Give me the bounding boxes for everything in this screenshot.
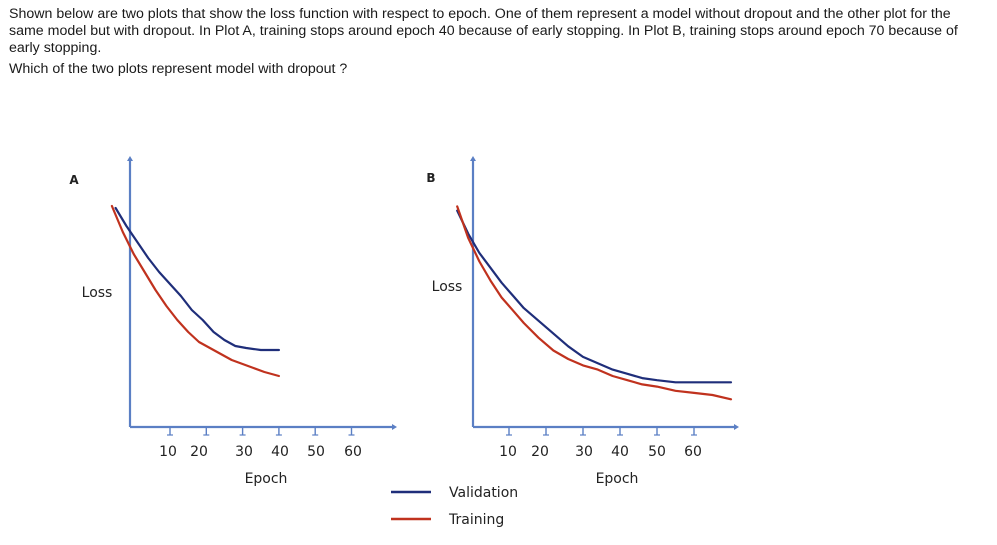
plot-b-tick-label: 10 (499, 444, 517, 460)
plot-b-validation-line (456, 209, 733, 384)
question-paragraph: Shown below are two plots that show the … (9, 6, 958, 56)
plot-a-tick-label: 50 (307, 444, 325, 460)
plot-a-y-axis-arrow (127, 156, 133, 161)
legend-training-label: Training (448, 512, 504, 528)
plot-b-tick-label: 30 (575, 444, 593, 460)
plot-a-tick-label: 20 (190, 444, 208, 460)
question-ask: Which of the two plots represent model w… (9, 61, 348, 77)
plot-b-x-axis-arrow (734, 424, 739, 430)
plot-a-tick-label: 10 (159, 444, 177, 460)
plot-b-tick-label: 40 (611, 444, 629, 460)
plot-a-tick-label: 60 (344, 444, 362, 460)
plot-b-tick-label: 60 (684, 444, 702, 460)
plot-a-x-axis-arrow (392, 424, 397, 430)
question-text: Shown below are two plots that show the … (9, 6, 989, 78)
plot-b-tick-label: 20 (531, 444, 549, 460)
plot-b-y-axis-arrow (470, 156, 476, 161)
plot-b-training-line (456, 205, 733, 401)
plot-b-letter: B (426, 171, 435, 185)
plot-a-y-label: Loss (82, 285, 113, 301)
plot-b-tick-label: 50 (648, 444, 666, 460)
legend-validation-label: Validation (449, 485, 518, 501)
plot-a-tick-label: 40 (271, 444, 289, 460)
plot-a-validation-line (114, 206, 280, 352)
plot-a-x-label: Epoch (245, 471, 288, 487)
plot-a-tick-label: 30 (235, 444, 253, 460)
plot-b-y-label: Loss (432, 279, 463, 295)
plot-a-training-line (110, 204, 280, 378)
plot-b-x-label: Epoch (596, 471, 639, 487)
plot-a-letter: A (69, 173, 79, 187)
